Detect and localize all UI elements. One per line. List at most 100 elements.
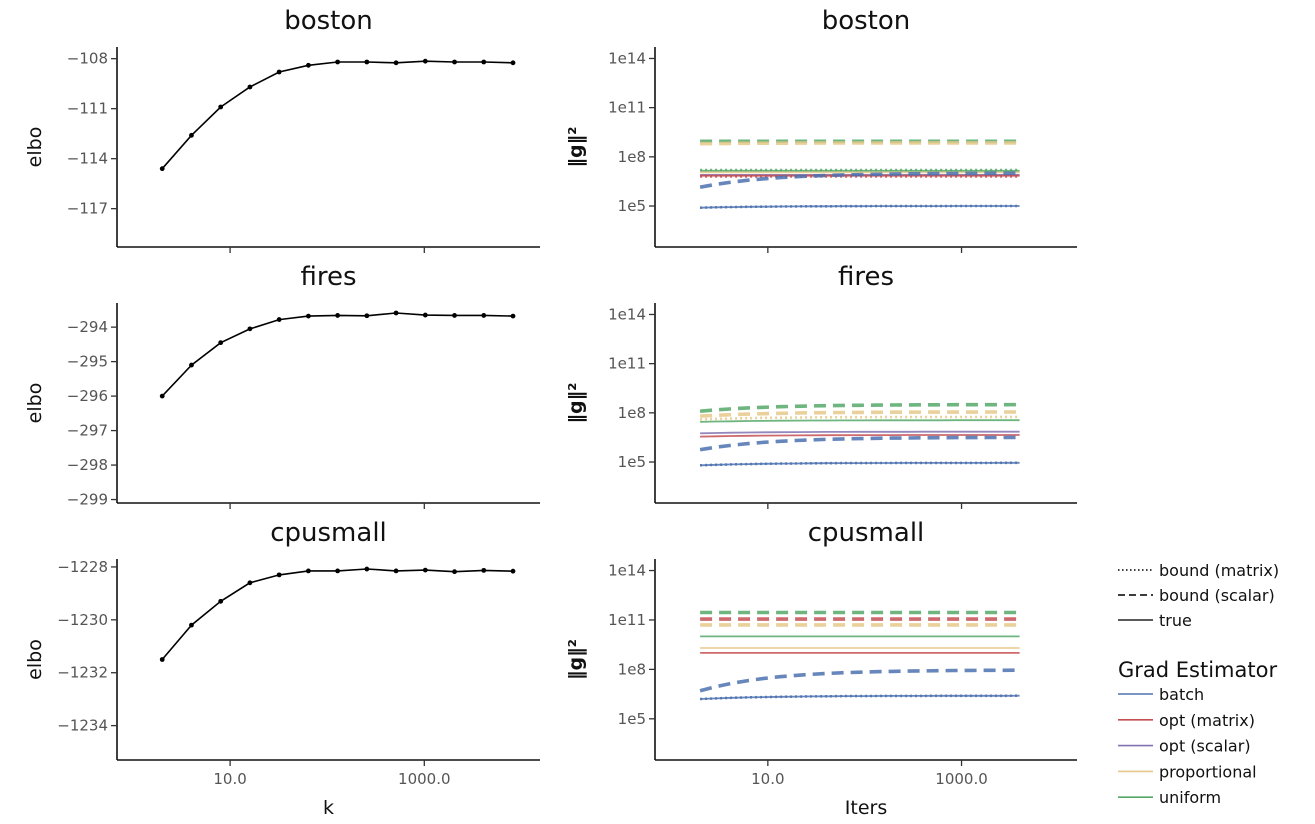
series-line-uniform-true — [700, 419, 1020, 423]
panel-elbo-cpusmall: cpusmall 10.0 1000.0 k −1228 −1230 −1232 −1234 e… — [24, 518, 540, 819]
series-line-batch-true — [700, 461, 1020, 467]
y-tick-label: 1e8 — [618, 660, 646, 678]
elbo-point — [218, 340, 224, 346]
x-tick-label: 1000.0 — [398, 770, 451, 788]
panel-gradnorm-boston: boston 1e5 1e8 1e11 1e14 ‖g‖² — [565, 6, 1077, 253]
elbo-point — [393, 60, 399, 66]
y-tick-label: 1e5 — [618, 710, 646, 728]
elbo-point — [335, 568, 341, 574]
y-tick-label: −298 — [67, 456, 108, 474]
elbo-line — [161, 60, 514, 170]
elbo-point — [481, 313, 487, 318]
panel-title: boston — [822, 6, 911, 36]
x-axis-label: k — [323, 797, 334, 819]
series-line-opt-scalar--true — [700, 430, 1020, 435]
legend-label: uniform — [1159, 788, 1221, 807]
elbo-point — [247, 84, 253, 90]
elbo-point — [364, 59, 370, 65]
y-tick-label: −295 — [67, 353, 108, 371]
elbo-point — [247, 580, 253, 586]
elbo-line — [161, 568, 514, 661]
y-tick-label: −1234 — [57, 717, 108, 735]
elbo-point — [393, 568, 399, 574]
elbo-point — [481, 567, 487, 573]
y-axis-label: ‖g‖² — [565, 639, 587, 680]
y-tick-label: 1e11 — [608, 355, 646, 373]
y-tick-label: 1e8 — [618, 404, 646, 422]
y-tick-label: −1232 — [57, 664, 108, 682]
elbo-point — [305, 313, 311, 319]
elbo-point — [247, 326, 253, 332]
elbo-point — [218, 104, 224, 110]
y-tick-label: −117 — [67, 200, 108, 218]
elbo-point — [159, 393, 165, 399]
legend-label: proportional — [1159, 762, 1257, 781]
y-tick-label: 1e5 — [618, 197, 646, 215]
elbo-point — [452, 313, 457, 318]
elbo-point — [452, 59, 457, 65]
y-tick-label: −299 — [67, 491, 108, 509]
y-tick-label: −1228 — [57, 558, 108, 576]
elbo-point — [452, 569, 457, 575]
y-tick-label: −114 — [67, 150, 108, 168]
elbo-point — [510, 60, 516, 66]
y-axis-label: ‖g‖² — [565, 383, 587, 424]
elbo-point — [159, 166, 165, 172]
elbo-line — [161, 312, 514, 397]
y-axis-label: elbo — [24, 383, 46, 424]
elbo-point — [159, 657, 165, 662]
y-tick-label: −296 — [67, 387, 108, 405]
series-line-opt-matrix--true — [700, 434, 1020, 438]
elbo-point — [305, 568, 311, 574]
elbo-point — [422, 312, 428, 318]
x-tick-label: 10.0 — [213, 770, 246, 788]
y-tick-label: −294 — [67, 318, 108, 336]
panel-gradnorm-fires: fires 1e5 1e8 1e11 1e14 ‖g‖² — [565, 262, 1077, 509]
elbo-point — [276, 69, 282, 75]
x-axis-label: Iters — [845, 797, 887, 819]
panel-elbo-fires: fires −294 −295 −296 −297 −298 −299 elbo — [24, 262, 540, 509]
elbo-point — [189, 132, 194, 138]
series-line-proportional-bound-scalar- — [700, 141, 1020, 146]
elbo-point — [422, 567, 428, 573]
series-line-batch-true — [700, 205, 1020, 209]
x-tick-label: 1000.0 — [935, 770, 988, 788]
y-tick-label: 1e14 — [608, 562, 646, 580]
elbo-point — [510, 313, 516, 319]
y-tick-label: −108 — [67, 50, 108, 68]
y-tick-label: 1e14 — [608, 305, 646, 323]
panel-title: fires — [838, 262, 894, 292]
y-tick-label: −297 — [67, 422, 108, 440]
y-axis-label: ‖g‖² — [565, 127, 587, 168]
series-line-proportional-bound-matrix- — [700, 415, 1020, 421]
y-tick-label: 1e14 — [608, 49, 646, 67]
panel-gradnorm-cpusmall: cpusmall 10.0 1000.0 Iters 1e5 1e8 1e11 1e14 ‖g‖… — [565, 518, 1077, 819]
elbo-point — [276, 317, 282, 322]
elbo-point — [189, 362, 194, 368]
y-tick-label: −1230 — [57, 611, 108, 629]
y-tick-label: 1e11 — [608, 611, 646, 629]
y-axis-label: elbo — [24, 639, 46, 680]
legend-label: batch — [1159, 685, 1204, 704]
panel-title: cpusmall — [270, 518, 387, 548]
panel-elbo-boston: boston −108 −111 −114 −117 elbo — [24, 6, 540, 253]
legend-label: bound (scalar) — [1159, 586, 1275, 605]
series-line-proportional-bound-scalar- — [700, 410, 1020, 418]
legend-label: bound (matrix) — [1159, 561, 1279, 580]
series-line-batch-true — [700, 694, 1020, 700]
elbo-point — [276, 572, 282, 578]
y-tick-label: 1e11 — [608, 99, 646, 117]
elbo-point — [218, 598, 224, 604]
y-tick-label: 1e8 — [618, 148, 646, 166]
series-line-batch-bound-scalar- — [699, 171, 1020, 189]
legend-label: true — [1159, 611, 1192, 630]
series-line-batch-bound-scalar- — [699, 668, 1020, 693]
y-tick-label: −111 — [67, 100, 108, 118]
y-axis-label: elbo — [24, 127, 46, 168]
panel-title: cpusmall — [808, 518, 925, 548]
legend: bound (matrix) bound (scalar) true Grad Est… — [1118, 561, 1279, 807]
elbo-point — [510, 568, 516, 574]
y-tick-label: 1e5 — [618, 453, 646, 471]
elbo-point — [305, 62, 311, 68]
